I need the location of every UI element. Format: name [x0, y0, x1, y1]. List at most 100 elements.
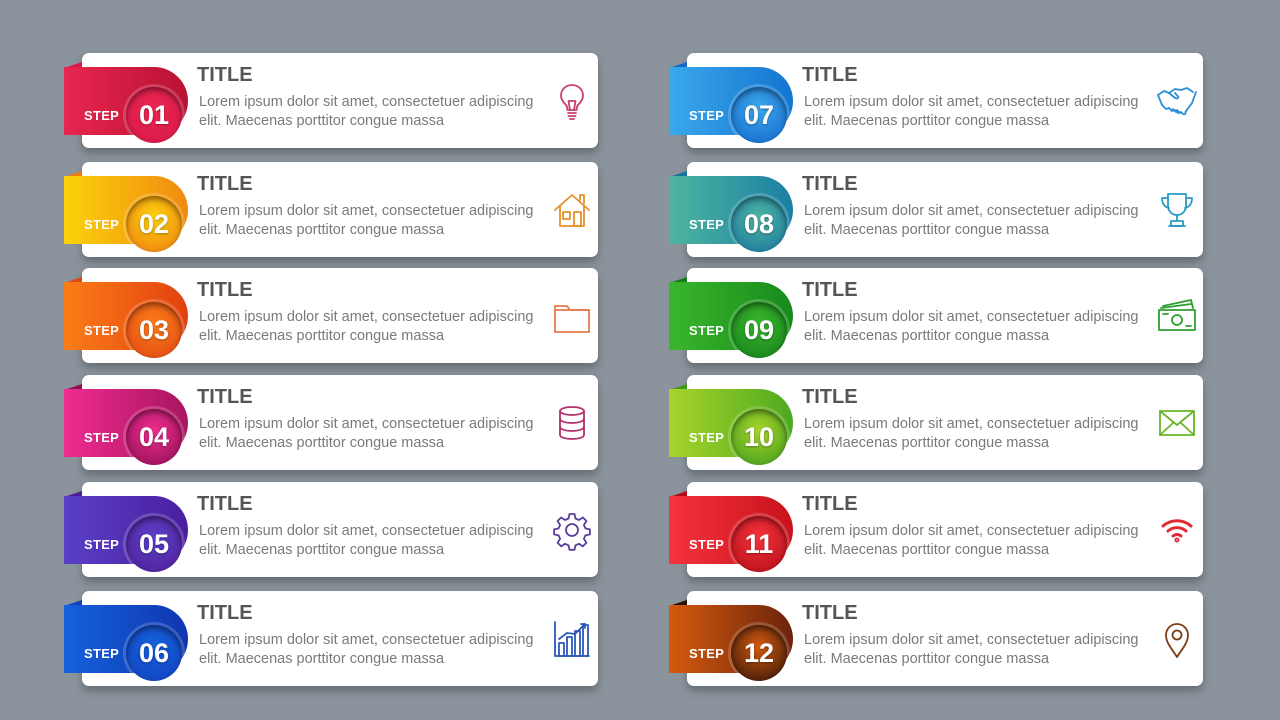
step-label: STEP — [84, 108, 120, 123]
step-number-badge: 05 — [126, 516, 182, 572]
step-tab: STEP 01 — [64, 67, 188, 143]
step-card-06: STEP 06 TITLE Lorem ipsum dolor sit amet… — [64, 591, 598, 686]
step-description: Lorem ipsum dolor sit amet, consectetuer… — [199, 94, 534, 129]
step-label: STEP — [689, 108, 725, 123]
step-card-05: STEP 05 TITLE Lorem ipsum dolor sit amet… — [64, 482, 598, 577]
step-card-12: STEP 12 TITLE Lorem ipsum dolor sit amet… — [669, 591, 1203, 686]
step-number-badge: 02 — [126, 196, 182, 252]
step-description: Lorem ipsum dolor sit amet, consectetuer… — [199, 632, 534, 667]
location-pin-icon — [1155, 617, 1199, 661]
step-label: STEP — [84, 537, 120, 552]
ribbon-fold — [64, 277, 82, 283]
step-number: 12 — [743, 637, 775, 668]
step-number-badge: 08 — [731, 196, 787, 252]
step-label: STEP — [689, 537, 725, 552]
step-tab: STEP 05 — [64, 496, 188, 572]
step-number: 11 — [744, 528, 774, 559]
gear-icon — [550, 508, 594, 552]
step-title: TITLE — [197, 279, 253, 301]
ribbon-fold — [669, 600, 687, 606]
step-number: 09 — [743, 314, 775, 345]
step-number: 10 — [743, 421, 775, 452]
step-description: Lorem ipsum dolor sit amet, consectetuer… — [199, 203, 534, 238]
step-title: TITLE — [802, 279, 858, 301]
ribbon-fold — [669, 491, 687, 497]
bar-chart-icon — [550, 617, 594, 661]
ribbon-fold — [669, 62, 687, 68]
step-title: TITLE — [802, 602, 858, 624]
step-tab: STEP 09 — [669, 282, 793, 358]
step-title: TITLE — [802, 386, 858, 408]
step-number: 03 — [138, 314, 170, 345]
step-description: Lorem ipsum dolor sit amet, consectetuer… — [199, 416, 534, 451]
step-number-badge: 10 — [731, 409, 787, 465]
step-title: TITLE — [197, 602, 253, 624]
ribbon-fold — [64, 171, 82, 177]
ribbon-fold — [669, 384, 687, 390]
wifi-icon — [1155, 508, 1199, 552]
step-title: TITLE — [802, 493, 858, 515]
step-card-10: STEP 10 TITLE Lorem ipsum dolor sit amet… — [669, 375, 1203, 470]
money-icon — [1155, 294, 1199, 338]
ribbon-fold — [64, 384, 82, 390]
step-number-badge: 01 — [126, 87, 182, 143]
step-description: Lorem ipsum dolor sit amet, consectetuer… — [804, 416, 1139, 451]
step-card-09: STEP 09 TITLE Lorem ipsum dolor sit amet… — [669, 268, 1203, 363]
step-tab: STEP 03 — [64, 282, 188, 358]
step-label: STEP — [84, 323, 120, 338]
step-tab: STEP 12 — [669, 605, 793, 681]
step-label: STEP — [689, 323, 725, 338]
step-description: Lorem ipsum dolor sit amet, consectetuer… — [804, 632, 1139, 667]
step-description: Lorem ipsum dolor sit amet, consectetuer… — [804, 203, 1139, 238]
handshake-icon — [1155, 79, 1199, 123]
trophy-icon — [1155, 188, 1199, 232]
step-title: TITLE — [197, 173, 253, 195]
step-card-02: STEP 02 TITLE Lorem ipsum dolor sit amet… — [64, 162, 598, 257]
step-card-04: STEP 04 TITLE Lorem ipsum dolor sit amet… — [64, 375, 598, 470]
ribbon-fold — [64, 62, 82, 68]
step-description: Lorem ipsum dolor sit amet, consectetuer… — [804, 309, 1139, 344]
step-card-07: STEP 07 TITLE Lorem ipsum dolor sit amet… — [669, 53, 1203, 148]
step-card-08: STEP 08 TITLE Lorem ipsum dolor sit amet… — [669, 162, 1203, 257]
step-label: STEP — [689, 646, 725, 661]
step-label: STEP — [84, 217, 120, 232]
step-title: TITLE — [802, 173, 858, 195]
step-tab: STEP 04 — [64, 389, 188, 465]
step-number-badge: 04 — [126, 409, 182, 465]
lightbulb-icon — [550, 79, 594, 123]
step-number-badge: 07 — [731, 87, 787, 143]
step-number: 08 — [743, 208, 775, 239]
step-description: Lorem ipsum dolor sit amet, consectetuer… — [199, 309, 534, 344]
envelope-icon — [1155, 401, 1199, 445]
step-tab: STEP 10 — [669, 389, 793, 465]
step-title: TITLE — [197, 64, 253, 86]
step-description: Lorem ipsum dolor sit amet, consectetuer… — [804, 94, 1139, 129]
step-tab: STEP 02 — [64, 176, 188, 252]
step-description: Lorem ipsum dolor sit amet, consectetuer… — [804, 523, 1139, 558]
step-label: STEP — [689, 430, 725, 445]
step-number: 01 — [138, 99, 170, 130]
step-number: 07 — [743, 99, 775, 130]
step-number: 05 — [138, 528, 170, 559]
step-label: STEP — [689, 217, 725, 232]
step-card-03: STEP 03 TITLE Lorem ipsum dolor sit amet… — [64, 268, 598, 363]
step-label: STEP — [84, 646, 120, 661]
step-number-badge: 12 — [731, 625, 787, 681]
database-icon — [550, 401, 594, 445]
step-number: 06 — [138, 637, 170, 668]
step-tab: STEP 11 — [669, 496, 793, 572]
step-tab: STEP 06 — [64, 605, 188, 681]
step-card-11: STEP 11 TITLE Lorem ipsum dolor sit amet… — [669, 482, 1203, 577]
ribbon-fold — [64, 491, 82, 497]
step-number-badge: 09 — [731, 302, 787, 358]
step-number-badge: 06 — [126, 625, 182, 681]
ribbon-fold — [669, 277, 687, 283]
step-number: 02 — [138, 208, 170, 239]
step-number-badge: 11 — [731, 516, 787, 572]
step-title: TITLE — [802, 64, 858, 86]
step-description: Lorem ipsum dolor sit amet, consectetuer… — [199, 523, 534, 558]
step-tab: STEP 08 — [669, 176, 793, 252]
step-tab: STEP 07 — [669, 67, 793, 143]
ribbon-fold — [669, 171, 687, 177]
step-number-badge: 03 — [126, 302, 182, 358]
